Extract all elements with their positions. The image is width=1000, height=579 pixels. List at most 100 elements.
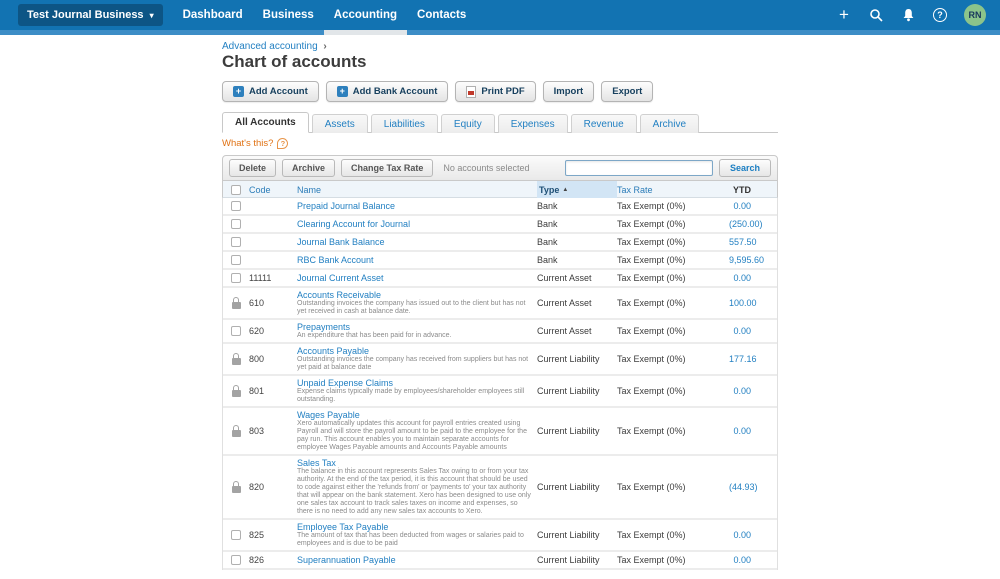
account-name-link[interactable]: Sales Tax <box>297 458 336 468</box>
account-ytd-link[interactable]: 0.00 <box>733 530 751 540</box>
table-row: 801 Unpaid Expense Claims Expense claims… <box>223 376 777 408</box>
account-name-link[interactable]: Employee Tax Payable <box>297 522 389 532</box>
row-checkbox[interactable] <box>231 530 241 540</box>
account-ytd-link[interactable]: 0.00 <box>733 273 751 283</box>
nav-item[interactable]: Accounting <box>323 0 408 35</box>
account-description: Xero automatically updates this account … <box>297 420 527 451</box>
breadcrumb-link[interactable]: Advanced accounting <box>222 41 318 52</box>
header-type-sorted[interactable]: Type ▲ <box>537 181 617 198</box>
breadcrumb-separator: › <box>323 41 327 52</box>
row-checkbox[interactable] <box>231 255 241 265</box>
header-code[interactable]: Code <box>249 184 271 195</box>
account-ytd-link[interactable]: 177.16 <box>729 354 757 364</box>
account-code: 820 <box>249 482 265 492</box>
account-tax-rate: Tax Exempt (0%) <box>617 255 686 265</box>
header-tax-rate[interactable]: Tax Rate <box>617 184 653 195</box>
account-type: Current Liability <box>537 426 600 436</box>
account-type: Current Liability <box>537 530 600 540</box>
account-name-link[interactable]: Superannuation Payable <box>297 555 396 565</box>
account-ytd-link[interactable]: 0.00 <box>733 386 751 396</box>
tab[interactable]: Equity <box>440 114 495 133</box>
tab[interactable]: All Accounts <box>222 112 309 133</box>
account-ytd-link[interactable]: 0.00 <box>733 426 751 436</box>
account-name-link[interactable]: Prepayments <box>297 322 351 332</box>
table-row: 11111 Journal Current Asset Current Asse… <box>223 270 777 288</box>
nav-item[interactable]: Business <box>262 9 314 21</box>
row-checkbox[interactable] <box>231 219 241 229</box>
tab[interactable]: Revenue <box>570 114 637 133</box>
notifications-button[interactable] <box>900 7 916 23</box>
account-name-link[interactable]: Unpaid Expense Claims <box>297 378 394 388</box>
account-name-link[interactable]: Journal Current Asset <box>297 273 384 283</box>
help-button[interactable]: ? <box>932 7 948 23</box>
print-pdf-button[interactable]: Print PDF <box>455 81 536 102</box>
account-tax-rate: Tax Exempt (0%) <box>617 273 686 283</box>
account-ytd-link[interactable]: 0.00 <box>733 326 751 336</box>
add-account-button[interactable]: + Add Account <box>222 81 319 102</box>
lock-icon <box>231 384 241 397</box>
account-ytd-link[interactable]: 0.00 <box>733 555 751 565</box>
archive-button[interactable]: Archive <box>282 159 336 177</box>
whats-this-link[interactable]: What's this? <box>222 138 274 149</box>
account-name-link[interactable]: Clearing Account for Journal <box>297 219 411 229</box>
search-button[interactable] <box>868 7 884 23</box>
change-tax-rate-button[interactable]: Change Tax Rate <box>341 159 434 177</box>
tab[interactable]: Assets <box>311 114 368 133</box>
header-name[interactable]: Name <box>297 184 322 195</box>
accounts-table: Prepaid Journal Balance Bank Tax Exempt … <box>222 198 778 570</box>
account-type: Current Asset <box>537 273 592 283</box>
account-name-link[interactable]: Prepaid Journal Balance <box>297 201 396 211</box>
user-avatar[interactable]: RN <box>964 4 986 26</box>
select-all-checkbox[interactable] <box>231 184 241 195</box>
account-ytd-link[interactable]: 0.00 <box>733 201 751 211</box>
tab[interactable]: Liabilities <box>370 114 438 133</box>
account-description: The amount of tax that has been deducted… <box>297 532 524 547</box>
table-row: 620 Prepayments An expenditure that has … <box>223 320 777 344</box>
account-tax-rate: Tax Exempt (0%) <box>617 298 686 308</box>
search-input[interactable] <box>564 160 713 176</box>
row-checkbox[interactable] <box>231 555 241 565</box>
account-ytd-link[interactable]: 9,595.60 <box>729 255 765 265</box>
table-toolbar: Delete Archive Change Tax Rate No accoun… <box>222 155 778 181</box>
account-name-link[interactable]: Journal Bank Balance <box>297 237 385 247</box>
account-tax-rate: Tax Exempt (0%) <box>617 354 686 364</box>
account-ytd-link[interactable]: 557.50 <box>729 237 757 247</box>
search-submit-button[interactable]: Search <box>718 159 771 177</box>
delete-button[interactable]: Delete <box>229 159 277 177</box>
account-name-link[interactable]: RBC Bank Account <box>297 255 374 265</box>
top-navbar: Test Journal Business ▾ Dashboard Busine… <box>0 0 1000 35</box>
tab[interactable]: Expenses <box>497 114 568 133</box>
search-icon <box>870 9 883 22</box>
add-new-button[interactable]: + <box>836 6 852 23</box>
account-tax-rate: Tax Exempt (0%) <box>617 219 686 229</box>
account-name-link[interactable]: Accounts Payable <box>297 346 370 356</box>
row-checkbox[interactable] <box>231 273 241 283</box>
account-name-link[interactable]: Accounts Receivable <box>297 290 382 300</box>
add-bank-account-button[interactable]: + Add Bank Account <box>325 81 449 102</box>
tab[interactable]: Archive <box>639 114 700 133</box>
account-type: Current Asset <box>537 326 592 336</box>
account-tax-rate: Tax Exempt (0%) <box>617 386 686 396</box>
import-button[interactable]: Import <box>542 81 595 102</box>
nav-item[interactable]: Contacts <box>417 9 467 21</box>
account-name-link[interactable]: Wages Payable <box>297 410 360 420</box>
account-tax-rate: Tax Exempt (0%) <box>617 555 686 565</box>
selection-status: No accounts selected <box>443 163 530 173</box>
account-type: Current Liability <box>537 354 600 364</box>
table-row: Journal Bank Balance Bank Tax Exempt (0%… <box>223 234 777 252</box>
row-checkbox[interactable] <box>231 237 241 247</box>
plus-icon: + <box>233 86 244 97</box>
account-ytd-link[interactable]: 100.00 <box>729 298 757 308</box>
org-dropdown[interactable]: Test Journal Business ▾ <box>18 4 163 26</box>
account-ytd-link[interactable]: (44.93) <box>729 482 758 492</box>
export-button[interactable]: Export <box>601 81 654 102</box>
nav-item[interactable]: Dashboard <box>182 9 243 21</box>
row-checkbox[interactable] <box>231 326 241 336</box>
account-type: Current Liability <box>537 482 600 492</box>
table-row: RBC Bank Account Bank Tax Exempt (0%) 9,… <box>223 252 777 270</box>
account-ytd-link[interactable]: (250.00) <box>729 219 763 229</box>
account-code: 826 <box>249 555 265 565</box>
lock-icon <box>231 480 241 493</box>
row-checkbox[interactable] <box>231 201 241 211</box>
page-title: Chart of accounts <box>222 52 367 71</box>
